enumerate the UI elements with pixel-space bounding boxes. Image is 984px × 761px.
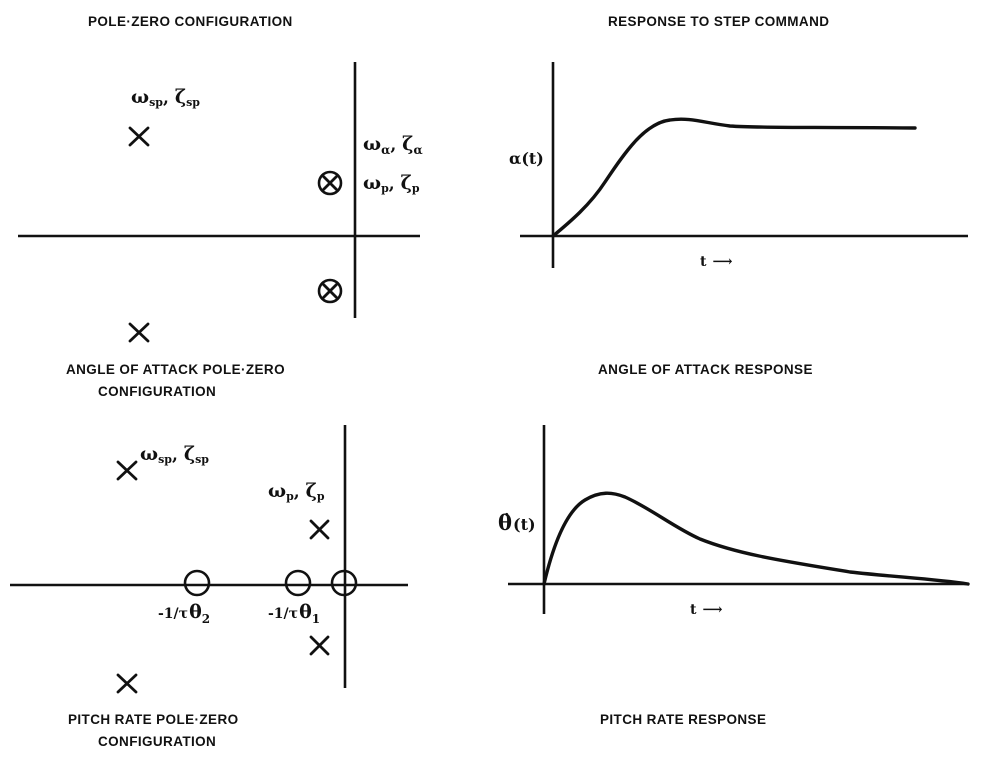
- aoa-short-period-pole-lower: [128, 322, 150, 343]
- pitch-short-period-pole-upper: [116, 460, 138, 481]
- pitch-response-y-label: θ̇(t): [498, 510, 536, 535]
- pitch-pz-caption-line2: CONFIGURATION: [98, 734, 216, 749]
- aoa-response-plot: α(t) t ⟶: [509, 62, 968, 270]
- pitch-pz-caption-line1: PITCH RATE POLE·ZERO: [68, 712, 239, 727]
- pitch-response-x-label: t ⟶: [690, 602, 723, 618]
- aoa-short-period-label: ωsp, ζsp: [131, 86, 200, 109]
- aoa-pz-caption-line2: CONFIGURATION: [98, 384, 216, 399]
- aoa-pz-caption-line1: ANGLE OF ATTACK POLE·ZERO: [66, 362, 285, 377]
- left-top-title: POLE·ZERO CONFIGURATION: [88, 14, 293, 29]
- aoa-response-caption: ANGLE OF ATTACK RESPONSE: [598, 362, 813, 377]
- aoa-alpha-mode-label: ωα, ζα: [363, 133, 423, 157]
- pitch-phugoid-pole-lower: [309, 635, 330, 656]
- aoa-phugoid-pole-zero-lower: [317, 278, 343, 304]
- pitch-short-period-pole-lower: [116, 673, 138, 694]
- aoa-response-curve: [551, 117, 917, 238]
- aoa-phugoid-pole-zero-upper: [317, 170, 343, 196]
- aoa-response-y-label: α(t): [509, 149, 544, 168]
- pitch-phugoid-pole-upper: [309, 519, 330, 540]
- pitch-pole-zero-diagram: ωsp, ζsp ωp, ζp -1/τθ2 -1/τθ1: [10, 425, 408, 694]
- pitch-response-caption: PITCH RATE RESPONSE: [600, 712, 766, 727]
- pitch-short-period-label: ωsp, ζsp: [140, 443, 209, 466]
- aoa-response-x-label: t ⟶: [700, 254, 733, 270]
- pitch-zero-tau-theta1: [284, 569, 312, 597]
- pitch-zero-tau-theta2: [183, 569, 211, 597]
- right-top-title: RESPONSE TO STEP COMMAND: [608, 14, 829, 29]
- pitch-zero-origin: [330, 569, 358, 597]
- aoa-pole-zero-diagram: ωsp, ζsp ωα, ζα ωp, ζp: [18, 62, 423, 343]
- pitch-tau-theta1-label: -1/τθ1: [268, 601, 320, 626]
- pitch-phugoid-label: ωp, ζp: [268, 480, 325, 503]
- pitch-tau-theta2-label: -1/τθ2: [158, 601, 210, 626]
- pitch-response-plot: θ̇(t) t ⟶: [498, 425, 970, 618]
- aoa-phugoid-label: ωp, ζp: [363, 172, 420, 195]
- pitch-response-curve: [542, 491, 970, 586]
- aoa-short-period-pole-upper: [128, 126, 150, 147]
